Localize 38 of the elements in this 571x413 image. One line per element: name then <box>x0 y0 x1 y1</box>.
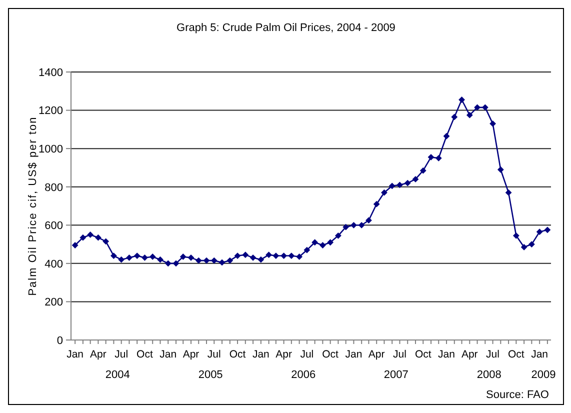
x-tick-label: Jan <box>531 348 548 360</box>
x-tick-label: Jul <box>300 348 314 360</box>
y-tick-label: 1200 <box>38 105 63 118</box>
x-tick-label: Jul <box>486 348 500 360</box>
y-tick-label: 1400 <box>38 66 63 79</box>
text: 2006 <box>291 368 316 381</box>
y-tick-label: 400 <box>44 258 63 270</box>
x-tick-label: Oct <box>229 348 246 360</box>
y-tick-label: 1000 <box>38 143 63 156</box>
text: 2005 <box>198 368 223 381</box>
y-axis-title: Palm Oil Price cif, US$ per ton <box>27 116 39 296</box>
x-tick-label: Apr <box>461 348 478 360</box>
x-tick-label: Jan <box>252 348 270 360</box>
text: 2009 <box>531 368 556 381</box>
x-tick-label: Jan <box>66 348 84 360</box>
x-tick-label: Apr <box>368 348 386 360</box>
x-tick-label: Jan <box>160 348 177 360</box>
x-tick-label: Jul <box>114 348 128 360</box>
source-note: Source: FAO <box>486 389 549 401</box>
x-tick-label: Jan <box>438 348 456 360</box>
y-tick-label: 600 <box>44 220 63 232</box>
x-tick-label: Oct <box>136 348 153 360</box>
text: 2007 <box>384 368 408 381</box>
x-tick-label: Jul <box>393 348 406 360</box>
x-tick-label: Oct <box>508 348 524 360</box>
x-tick-label: Apr <box>182 348 200 360</box>
x-tick-label: Jul <box>207 348 221 360</box>
y-tick-label: 200 <box>44 296 63 309</box>
x-tick-label: Oct <box>414 348 432 360</box>
chart-title: Graph 5: Crude Palm Oil Prices, 2004 - 2009 <box>176 22 396 34</box>
y-tick-label: 800 <box>44 182 63 194</box>
x-tick-label: Apr <box>90 348 107 360</box>
text: 2008 <box>476 368 502 381</box>
text: 2004 <box>105 368 130 381</box>
x-tick-label: Oct <box>322 348 339 360</box>
x-tick-label: Apr <box>276 348 292 360</box>
x-tick-label: Jan <box>345 348 362 360</box>
y-tick-label: 0 <box>56 334 63 347</box>
